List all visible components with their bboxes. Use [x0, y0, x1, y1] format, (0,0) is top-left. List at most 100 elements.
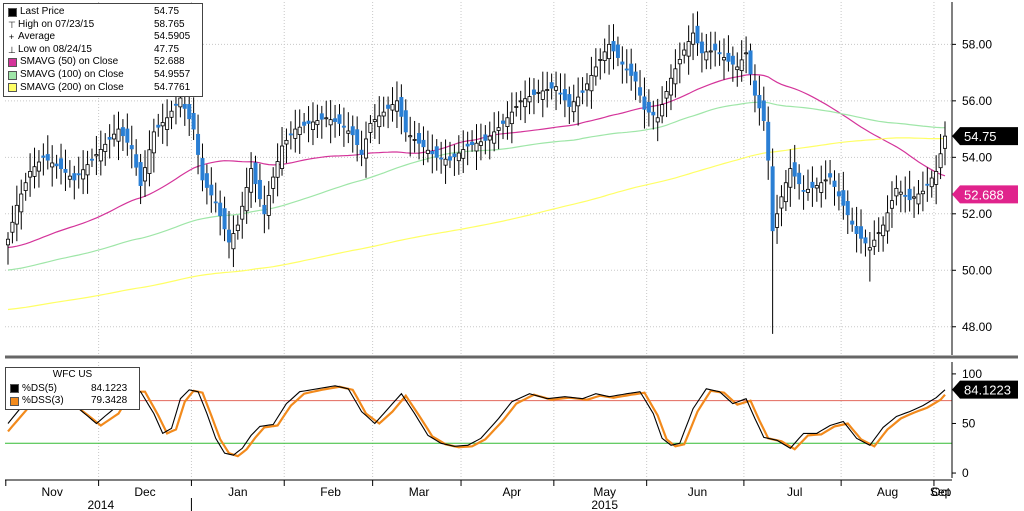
candle-body [920, 190, 925, 195]
candle [704, 33, 709, 70]
legend-row: Last Price 54.75 [8, 6, 198, 19]
candle [222, 196, 227, 242]
candle [885, 195, 890, 244]
candle-body [209, 184, 214, 196]
candle-body [761, 100, 766, 122]
candle-body [284, 139, 289, 145]
candle-body [593, 66, 598, 77]
candle-body [333, 118, 338, 122]
candle [439, 141, 444, 174]
candle [598, 48, 603, 80]
candle-body [894, 187, 899, 197]
candle-body [134, 154, 139, 168]
candle-body [779, 196, 784, 209]
candle-body [792, 162, 797, 177]
month-label: Dec [134, 485, 155, 499]
candle-body [836, 191, 841, 197]
candle [562, 73, 567, 118]
candle [558, 73, 563, 105]
candle-body [235, 224, 240, 231]
legend-value: 54.9557 [154, 68, 191, 80]
candle-body [355, 129, 360, 146]
year-label: 2014 [87, 498, 114, 511]
candle [306, 106, 311, 143]
candle [244, 167, 249, 224]
candle-body [828, 173, 833, 178]
candle-body [832, 180, 837, 187]
candle-body [452, 153, 457, 158]
candle-body [682, 49, 687, 56]
candle [81, 150, 86, 195]
legend-row: ⊤ High on 07/23/15 58.765 [8, 19, 198, 32]
candle-body [885, 212, 890, 232]
candle [249, 152, 254, 208]
candle [483, 125, 488, 155]
candle [536, 79, 541, 104]
candle [399, 84, 404, 135]
candle [832, 170, 837, 206]
candle-body [788, 168, 793, 188]
candle-body [607, 43, 612, 60]
candle-body [536, 91, 541, 94]
candle [14, 185, 19, 242]
month-label: Apr [503, 485, 522, 499]
candle [240, 191, 245, 239]
oscillator-lines [7, 385, 946, 458]
candle-body [558, 92, 563, 95]
price-tick-label: 50.00 [962, 263, 992, 277]
high-marker-icon: ⊤ [8, 19, 16, 30]
price-legend: Last Price 54.75 ⊤ High on 07/23/15 58.765 + A… [3, 3, 203, 98]
candle [200, 143, 205, 192]
candle-body [14, 204, 19, 225]
month-label: Mar [409, 485, 430, 499]
candle [470, 130, 475, 152]
candle [845, 190, 850, 235]
candle [748, 43, 753, 86]
candle-body [713, 43, 718, 51]
candle [275, 143, 280, 197]
legend-label: SMAVG (50) on Close [20, 56, 119, 68]
candle [916, 180, 921, 215]
candle [94, 135, 99, 176]
candle-body [474, 142, 479, 152]
price-axis: 48.00 50.00 52.00 54.00 56.00 58.00 [5, 2, 1018, 359]
price-tick-label: 54.00 [962, 150, 992, 164]
candle-body [204, 173, 209, 188]
candle-body [938, 153, 943, 169]
candle-body [434, 146, 439, 158]
candle-body [562, 89, 567, 101]
candle-body [783, 182, 788, 203]
candle [531, 78, 536, 115]
candle [805, 169, 810, 201]
candle-body [660, 104, 665, 117]
candle-body [417, 133, 422, 144]
candle-body [45, 154, 50, 161]
candle [898, 180, 903, 213]
dss-line [7, 385, 946, 458]
legend-label: SMAVG (200) on Close [20, 81, 124, 93]
candle [571, 84, 576, 123]
candle-body [757, 94, 762, 109]
candle-body [200, 158, 205, 181]
candle [726, 35, 731, 72]
candle [315, 104, 320, 138]
candle [580, 77, 585, 105]
low-marker-icon: ⊥ [8, 44, 16, 55]
candle-body [470, 141, 475, 146]
candle-body [496, 127, 501, 131]
candle [253, 155, 258, 203]
candle [465, 131, 470, 166]
sma-200-line [7, 137, 946, 311]
candle [359, 130, 364, 167]
candle-body [492, 131, 497, 144]
candle [421, 126, 426, 166]
candle-body [898, 191, 903, 195]
candle-body [421, 139, 426, 148]
candle [23, 172, 28, 201]
candle-body [151, 131, 156, 154]
candle-body [262, 204, 267, 215]
legend-row: %DS(5) 84.1223 [10, 383, 135, 396]
legend-value: 79.3428 [91, 395, 128, 407]
candle [783, 169, 788, 211]
